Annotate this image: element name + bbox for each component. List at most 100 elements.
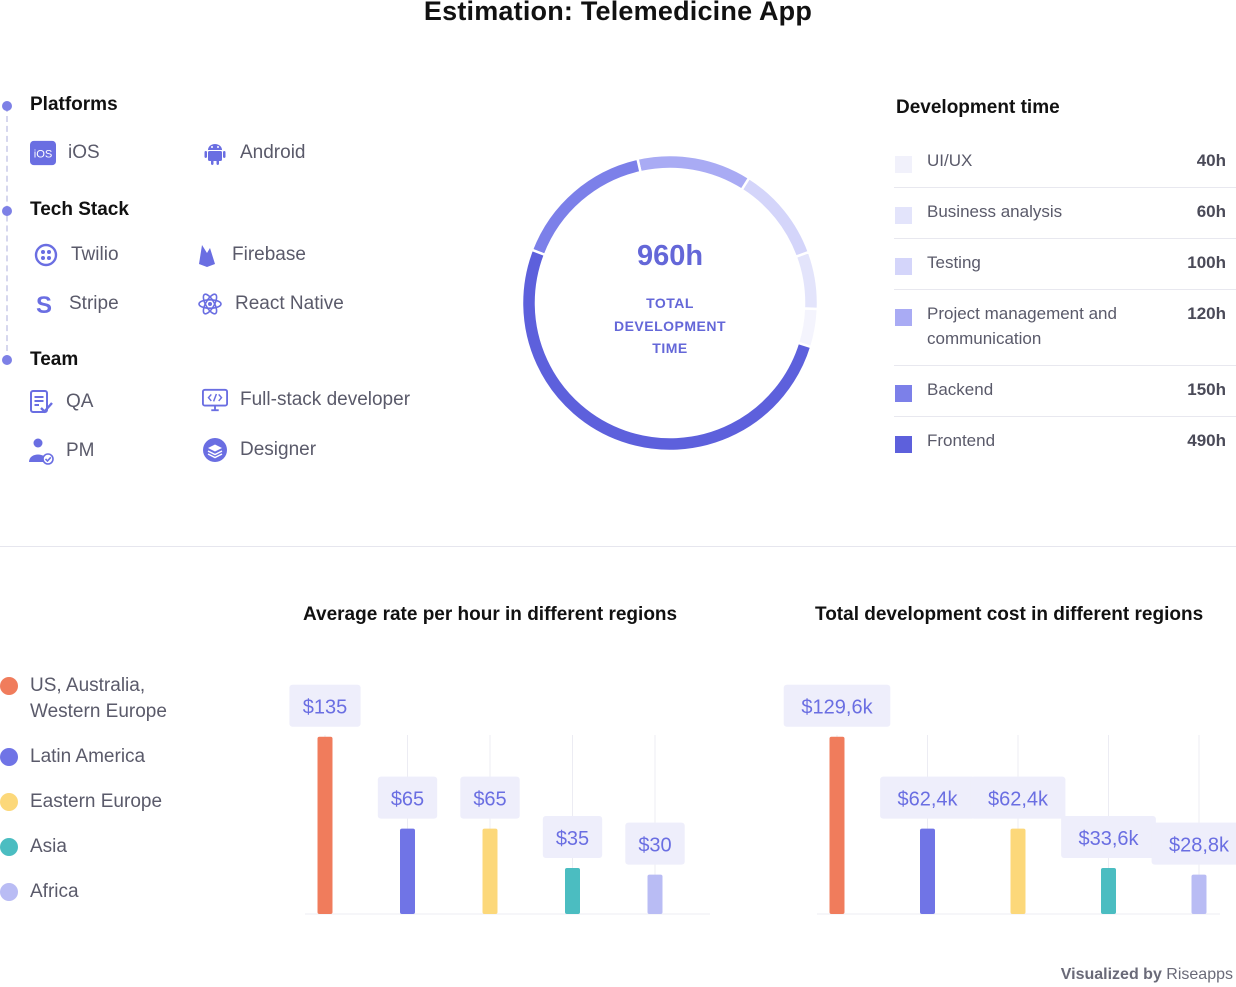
tech-stripe: S Stripe [31, 291, 119, 317]
timeline-dot [2, 101, 12, 111]
tech-firebase: Firebase [194, 242, 306, 268]
chart-bar [400, 828, 415, 914]
rate-bar-chart: $135 $65 $65 $35 $30 [289, 684, 710, 915]
pm-icon [28, 438, 54, 465]
rate-chart-title: Average rate per hour in different regio… [303, 604, 678, 625]
firebase-icon [194, 242, 220, 268]
value-label-box [542, 816, 603, 859]
ios-icon: iOS [30, 140, 56, 166]
development-time-row: Testing 100h [894, 250, 1236, 290]
tech-label: Stripe [69, 293, 119, 314]
donut-segment-3 [635, 153, 751, 192]
platform-android: Android [202, 140, 306, 166]
value-label: $135 [303, 697, 348, 719]
legend-value: 120h [1187, 304, 1226, 323]
chart-bar [829, 736, 845, 914]
donut-segment-0 [796, 307, 820, 349]
legend-value: 40h [1196, 151, 1226, 170]
value-label: $65 [391, 789, 424, 811]
team-heading: Team [30, 349, 79, 370]
footer-prefix: Visualized by [1060, 966, 1162, 983]
development-time-row: Project management and communication 120h [894, 301, 1236, 366]
twilio-icon [33, 242, 59, 268]
value-label-box [1061, 816, 1156, 859]
cost-bar-chart: $129,6k $62,4k $62,4k $33,6k $28,8k [783, 684, 1236, 915]
region-dot [0, 748, 18, 766]
value-label: $65 [473, 789, 506, 811]
value-label-box [625, 822, 685, 865]
legend-label: Project management and communication [927, 304, 1117, 348]
tech-label: Firebase [232, 244, 306, 265]
value-label-box [377, 776, 438, 819]
region-legend-item: Latin America [0, 744, 145, 770]
region-label: Africa [30, 881, 79, 902]
chart-bar [482, 828, 498, 914]
team-designer: Designer [202, 437, 316, 463]
legend-swatch [895, 385, 912, 402]
donut-segment-4 [530, 157, 643, 257]
region-label: Asia [30, 836, 67, 857]
team-label: Full-stack developer [240, 389, 411, 410]
legend-value: 100h [1187, 253, 1226, 272]
donut-total-label: TOTAL DEVELOPMENT TIME [613, 295, 727, 356]
legend-label: Testing [927, 253, 981, 272]
timeline-dot [2, 355, 12, 365]
team-fullstack: Full-stack developer [202, 387, 410, 413]
fullstack-icon [202, 387, 228, 413]
timeline-line [6, 106, 8, 361]
value-label: $129,6k [801, 697, 873, 719]
development-time-row: Business analysis 60h [894, 199, 1236, 239]
value-label: $35 [556, 828, 589, 850]
legend-swatch [895, 207, 912, 224]
value-label-box [970, 776, 1066, 819]
platform-label: iOS [68, 142, 100, 163]
team-label: Designer [240, 439, 317, 460]
value-label: $33,6k [1078, 828, 1139, 850]
team-label: QA [66, 391, 94, 412]
chart-bar [317, 736, 333, 914]
donut-segment-1 [794, 250, 820, 311]
value-label: $62,4k [897, 789, 958, 811]
region-label: Eastern Europe [30, 791, 163, 812]
region-dot [0, 883, 18, 901]
legend-swatch [895, 156, 912, 173]
svg-text:S: S [36, 292, 52, 317]
android-icon [202, 140, 228, 166]
chart-bar [565, 868, 580, 914]
team-qa: QA [28, 389, 93, 415]
chart-bar [1191, 874, 1207, 914]
legend-swatch [895, 258, 912, 275]
legend-label: Backend [927, 380, 994, 399]
value-label-box [880, 776, 975, 819]
value-label-box [1151, 822, 1236, 865]
region-legend-item: Africa [0, 879, 79, 905]
value-label-box [460, 776, 520, 819]
footer-brand: Riseapps [1166, 966, 1233, 983]
region-dot [0, 838, 18, 856]
chart-bar [920, 828, 935, 914]
platform-ios: iOS iOS [30, 140, 100, 166]
legend-swatch [895, 309, 912, 326]
stripe-icon: S [31, 291, 57, 317]
donut-total-value: 960h [636, 240, 704, 272]
region-dot [0, 677, 18, 695]
region-legend-item: US, Australia, Western Europe [0, 673, 167, 725]
tech-label: React Native [235, 293, 344, 314]
donut-segment-2 [739, 176, 811, 259]
tech-react-native: React Native [197, 291, 344, 317]
development-time-row: Frontend 490h [894, 428, 1236, 467]
tech-label: Twilio [71, 244, 119, 265]
value-label: $28,8k [1169, 835, 1230, 857]
section-divider [0, 546, 1236, 547]
cost-chart-title: Total development cost in different regi… [815, 604, 1204, 625]
region-legend-item: Asia [0, 834, 67, 860]
development-time-row: Backend 150h [894, 377, 1236, 417]
page-title: Estimation: Telemedicine App [423, 0, 813, 26]
chart-bar [1010, 828, 1026, 914]
legend-label: Frontend [927, 431, 996, 450]
team-label: PM [66, 440, 95, 461]
value-label-box [783, 684, 891, 727]
legend-value: 60h [1196, 202, 1226, 221]
tech-stack-heading: Tech Stack [30, 199, 129, 220]
development-time-row: UI/UX 40h [894, 148, 1236, 188]
